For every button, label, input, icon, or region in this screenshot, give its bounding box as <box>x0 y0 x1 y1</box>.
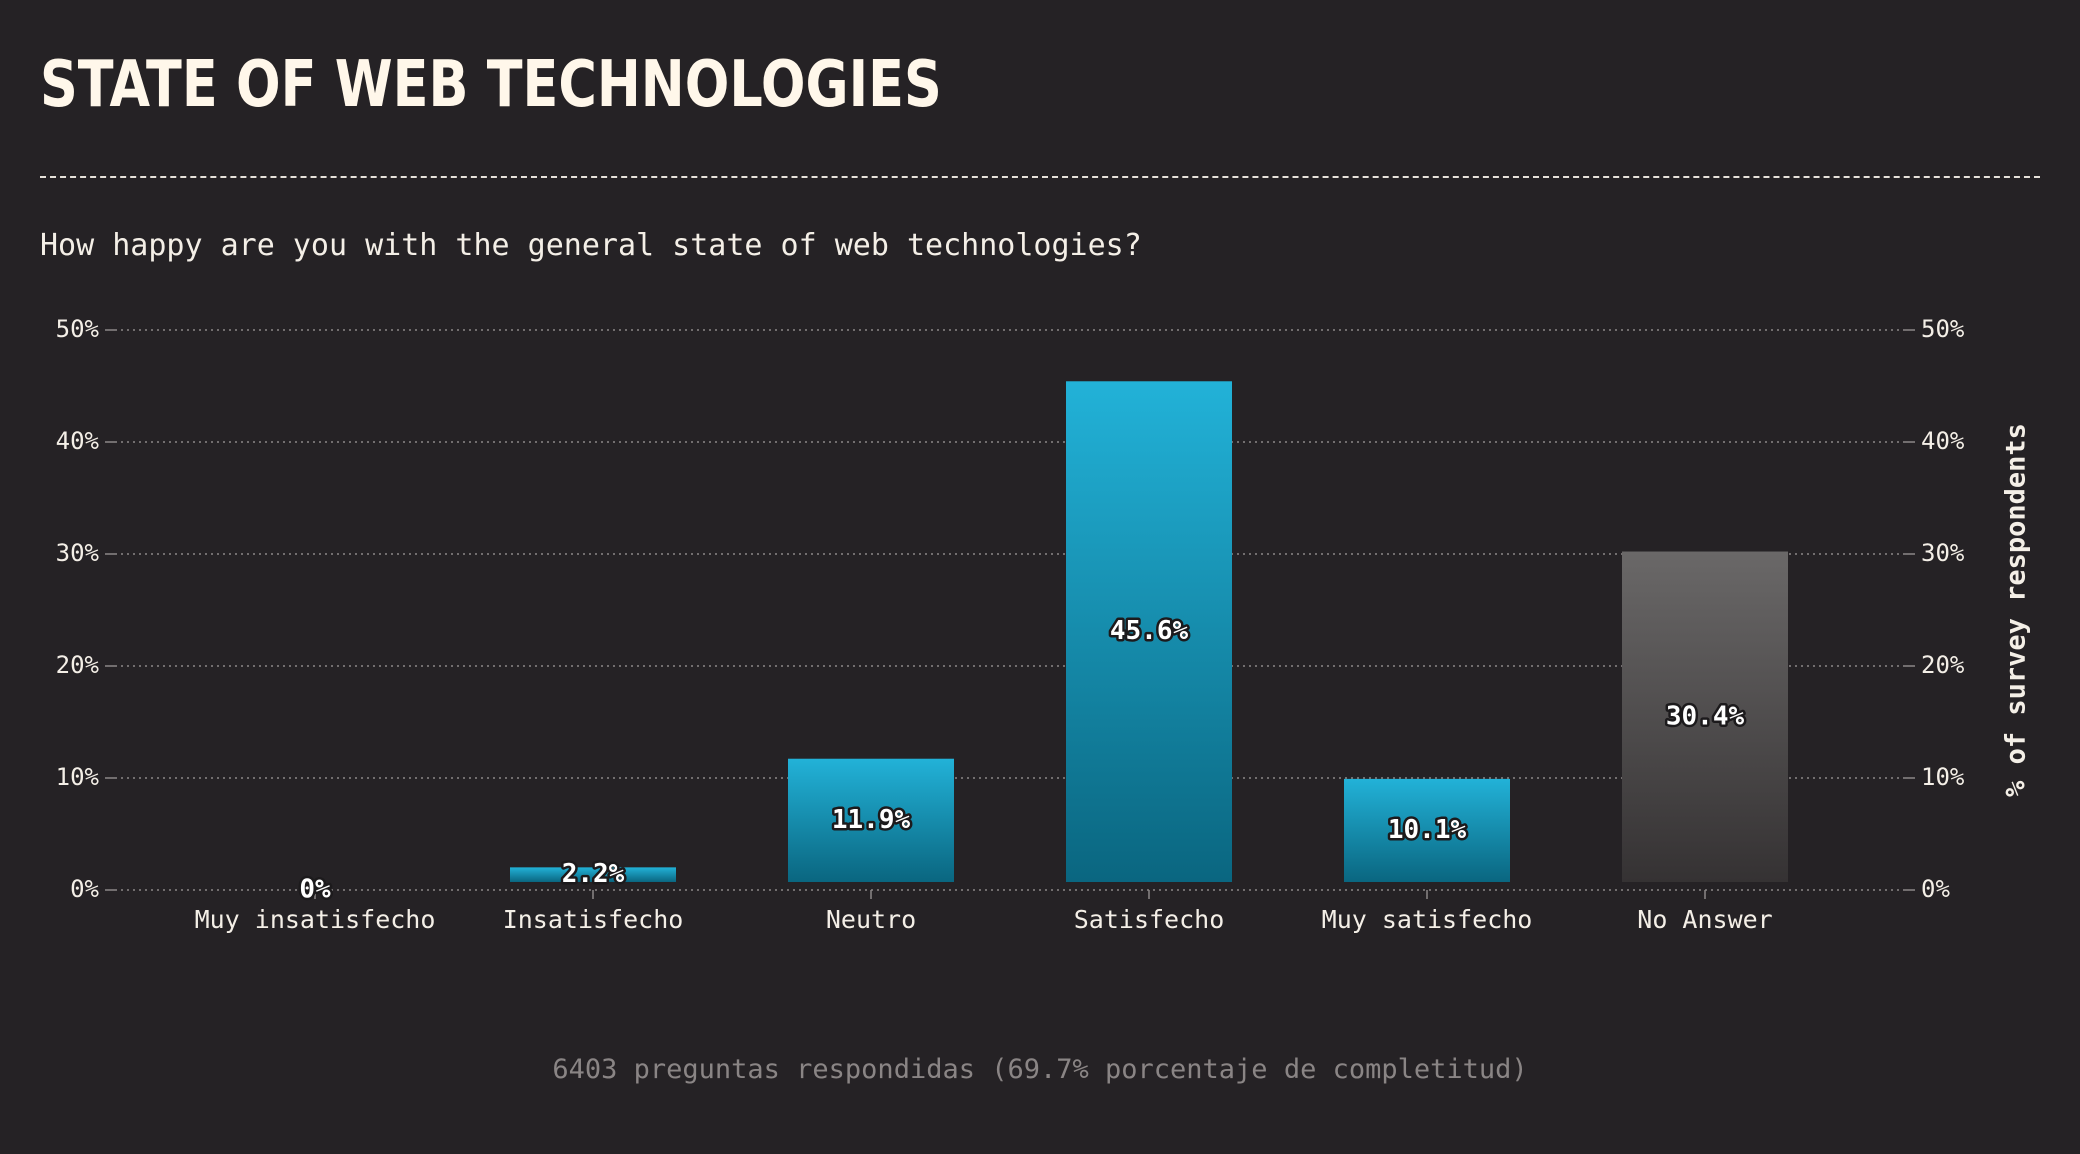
y-tick-label: 20% <box>1921 651 1965 679</box>
value-label: 0% <box>299 875 331 905</box>
y-tick-label: 30% <box>1921 539 1965 567</box>
chart-question: How happy are you with the general state… <box>40 228 1142 263</box>
y-tick-label: 30% <box>56 539 100 567</box>
x-axis: Muy insatisfecho Insatisfecho Neutro Satisf… <box>195 890 1773 934</box>
y-tick-label: 50% <box>56 315 100 343</box>
x-tick-label: Muy satisfecho <box>1322 905 1533 934</box>
y-tick-label: 10% <box>56 763 100 791</box>
value-labels: 0% 2.2% 11.9% 45.6% 10.1% 30.4% <box>297 614 1747 907</box>
value-label: 45.6% <box>1110 616 1189 646</box>
bars <box>510 381 1788 882</box>
y-axis-left: 0% 10% 20% 30% 40% 50% <box>56 315 115 903</box>
value-label: 11.9% <box>832 805 911 835</box>
bar <box>788 758 954 882</box>
value-label: 30.4% <box>1666 701 1745 731</box>
value-label: 2.2% <box>562 859 625 889</box>
x-tick-label: Satisfecho <box>1074 905 1225 934</box>
y-axis-right: 0% 10% 20% 30% 40% 50% <box>1905 315 1965 903</box>
completion-note: 6403 preguntas respondidas (69.7% porcen… <box>552 1054 1528 1085</box>
y-tick-label: 50% <box>1921 315 1965 343</box>
bar <box>1344 778 1510 882</box>
bar-chart: 0% 10% 20% 30% 40% 50% 0% 10% 20% 30% 40% 50% Muy … <box>56 315 2032 934</box>
page-title: STATE OF WEB TECHNOLOGIES <box>40 48 942 122</box>
x-tick-label: Muy insatisfecho <box>195 905 436 934</box>
title-divider <box>40 176 2040 178</box>
bar <box>1066 381 1232 882</box>
y-tick-label: 10% <box>1921 763 1965 791</box>
y-tick-label: 0% <box>70 875 99 903</box>
y-tick-label: 0% <box>1921 875 1950 903</box>
y-tick-label: 20% <box>56 651 100 679</box>
x-tick-label: Neutro <box>826 905 916 934</box>
bar <box>510 867 676 882</box>
value-label: 10.1% <box>1388 815 1467 845</box>
y-tick-label: 40% <box>1921 427 1965 455</box>
bar <box>1622 551 1788 882</box>
grid-lines <box>115 329 1905 891</box>
y-tick-label: 40% <box>56 427 100 455</box>
x-tick-label: No Answer <box>1637 905 1772 934</box>
x-tick-label: Insatisfecho <box>503 905 684 934</box>
y-axis-title: % of survey respondents <box>2001 423 2032 797</box>
